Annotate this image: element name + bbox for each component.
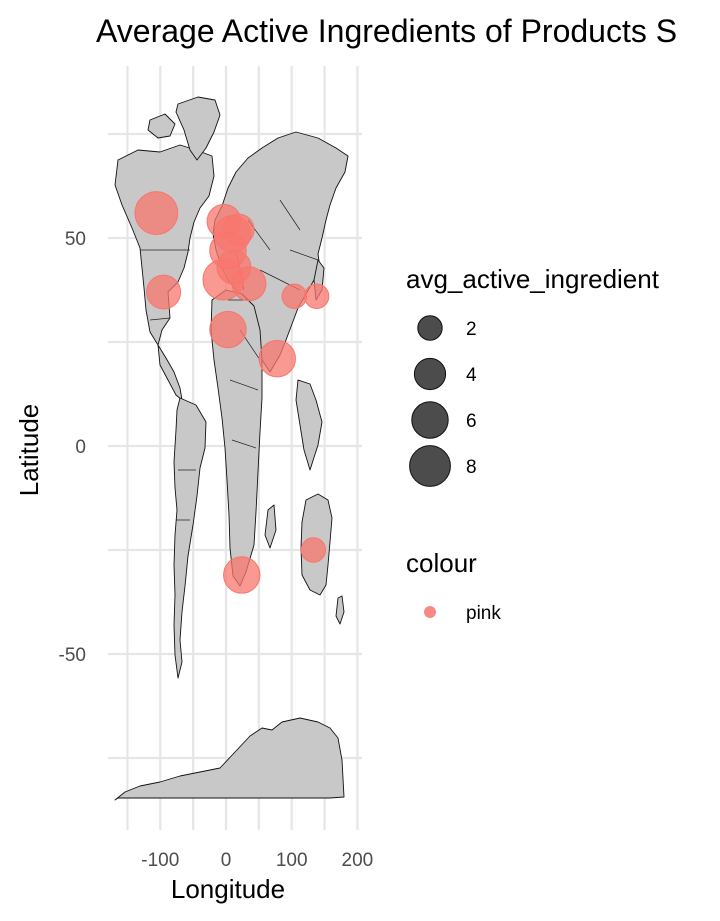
legend: avg_active_ingredient 2 4 6 8 colour pink: [406, 264, 660, 624]
x-axis-title: Longitude: [171, 874, 285, 904]
y-tick-label: -50: [59, 645, 86, 666]
size-legend-key: [411, 401, 449, 439]
land-north-america: [114, 144, 215, 346]
size-legend-label: 2: [466, 319, 477, 340]
size-legend-title: avg_active_ingredient: [406, 264, 660, 294]
tick-labels: -100 0 100 200 -50 0 50: [59, 229, 374, 871]
data-point: [300, 537, 327, 563]
data-point: [146, 274, 182, 310]
size-legend-label: 4: [466, 365, 477, 386]
land-southeast-asia: [295, 379, 323, 471]
color-legend-label: pink: [466, 603, 501, 624]
x-tick-label: 200: [342, 850, 374, 871]
y-tick-label: 50: [65, 229, 86, 250]
size-legend-key: [409, 445, 451, 487]
land-madagascar: [264, 504, 277, 549]
land-antarctica: [114, 717, 345, 801]
data-point: [209, 310, 247, 349]
data-point: [231, 266, 267, 302]
chart-title: Average Active Ingredients of Products S: [96, 13, 677, 49]
land-greenland: [175, 96, 221, 161]
data-point: [134, 191, 179, 235]
data-point: [222, 213, 255, 246]
size-legend-key: [413, 357, 447, 391]
size-legend-items: 2 4 6 8: [409, 315, 477, 487]
x-tick-label: -100: [141, 850, 179, 871]
land-south-america: [173, 397, 207, 679]
data-point: [303, 283, 330, 309]
data-point: [258, 339, 296, 378]
data-point: [281, 283, 308, 309]
land-new-zealand: [335, 595, 345, 625]
color-legend-items: pink: [424, 603, 501, 624]
data-point: [223, 556, 261, 594]
world-map: [114, 96, 349, 801]
land-arctic-islands: [147, 113, 176, 139]
size-legend-label: 8: [466, 457, 477, 478]
x-tick-label: 100: [276, 850, 308, 871]
y-tick-label: 0: [75, 437, 86, 458]
y-axis-title: Latitude: [14, 404, 44, 497]
color-legend-title: colour: [406, 548, 477, 578]
data-points: [134, 191, 330, 594]
x-tick-label: 0: [221, 850, 232, 871]
country-borders: [140, 199, 319, 521]
size-legend-label: 6: [466, 411, 477, 432]
land-central-america: [157, 344, 183, 401]
size-legend-key: [417, 315, 443, 341]
color-legend-key: [424, 606, 436, 618]
